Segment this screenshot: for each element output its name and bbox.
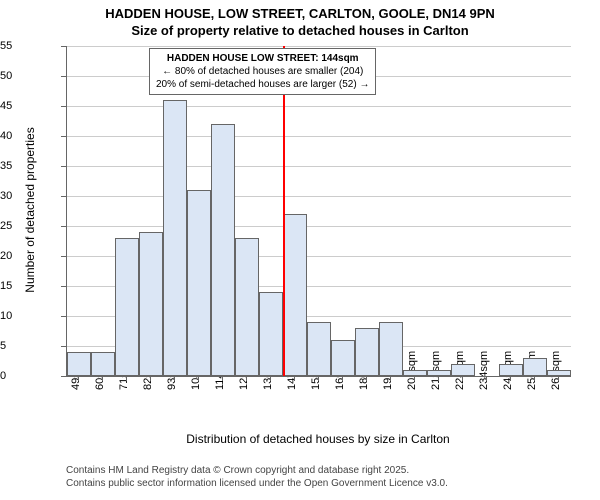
bar (331, 340, 355, 376)
bar (67, 352, 91, 376)
bar (163, 100, 187, 376)
bar (187, 190, 211, 376)
y-tick-label: 10 (0, 310, 56, 322)
y-axis-label: Number of detached properties (23, 110, 37, 310)
bar (523, 358, 547, 376)
bar (211, 124, 235, 376)
y-tick-label: 5 (0, 340, 56, 352)
bar (235, 238, 259, 376)
y-tick-label: 55 (0, 40, 56, 52)
title-line2: Size of property relative to detached ho… (0, 23, 600, 40)
footer: Contains HM Land Registry data © Crown c… (66, 464, 448, 490)
bar (451, 364, 475, 376)
bar (91, 352, 115, 376)
footer-line1: Contains HM Land Registry data © Crown c… (66, 464, 448, 477)
reference-line (283, 46, 285, 376)
chart-title: HADDEN HOUSE, LOW STREET, CARLTON, GOOLE… (0, 0, 600, 40)
bar (499, 364, 523, 376)
bar (379, 322, 403, 376)
bar (403, 370, 427, 376)
bar (139, 232, 163, 376)
annotation-box: HADDEN HOUSE LOW STREET: 144sqm ← 80% of… (149, 48, 376, 95)
y-tick-label: 50 (0, 70, 56, 82)
bar (259, 292, 283, 376)
annotation-line3: 20% of semi-detached houses are larger (… (156, 78, 369, 91)
bar (307, 322, 331, 376)
bar (547, 370, 571, 376)
bar (427, 370, 451, 376)
footer-line2: Contains public sector information licen… (66, 477, 448, 490)
bar (115, 238, 139, 376)
x-axis-label: Distribution of detached houses by size … (66, 432, 570, 446)
plot-area: HADDEN HOUSE LOW STREET: 144sqm ← 80% of… (66, 46, 571, 377)
annotation-line1: HADDEN HOUSE LOW STREET: 144sqm (156, 52, 369, 65)
title-line1: HADDEN HOUSE, LOW STREET, CARLTON, GOOLE… (0, 6, 600, 23)
bar (355, 328, 379, 376)
y-tick-label: 0 (0, 370, 56, 382)
bar (283, 214, 307, 376)
chart-container: HADDEN HOUSE, LOW STREET, CARLTON, GOOLE… (0, 0, 600, 500)
annotation-line2: ← 80% of detached houses are smaller (20… (156, 65, 369, 78)
